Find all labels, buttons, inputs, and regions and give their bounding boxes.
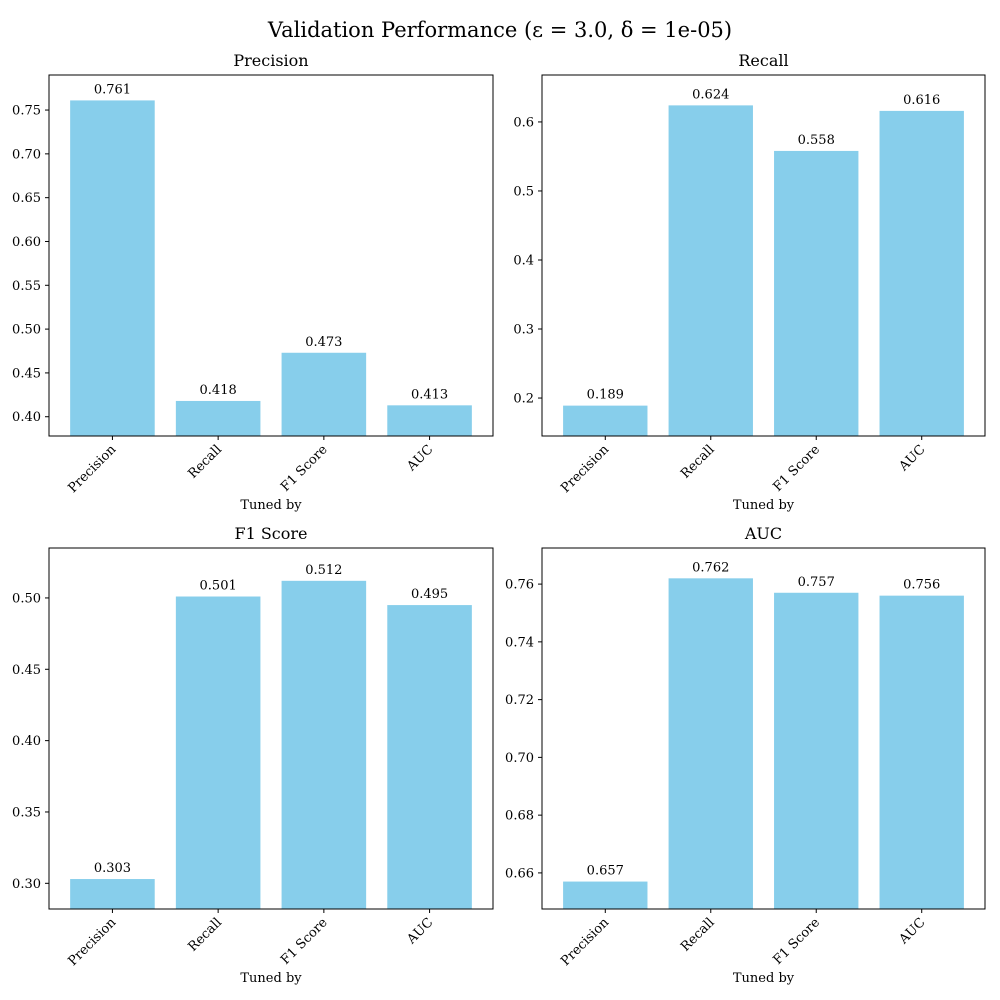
data-label: 0.512 [305, 563, 342, 578]
subplot-title: Recall [738, 51, 788, 70]
x-tick-label-f1-score: F1 Score [770, 915, 823, 968]
y-tick-label: 0.40 [12, 734, 41, 749]
x-tick-label-recall: Recall [678, 915, 717, 954]
x-tick-label-auc: AUC [896, 442, 929, 475]
y-tick-label: 0.6 [513, 115, 534, 130]
bar-auc [387, 605, 472, 909]
y-tick-label: 0.70 [12, 147, 41, 162]
y-tick-label: 0.72 [505, 693, 534, 708]
y-tick-label: 0.68 [505, 809, 534, 824]
data-label: 0.558 [798, 133, 835, 148]
data-label: 0.624 [692, 87, 729, 102]
y-tick-label: 0.50 [12, 323, 41, 338]
data-label: 0.303 [94, 861, 131, 876]
data-label: 0.495 [411, 587, 448, 602]
bar-f1-score [281, 580, 367, 909]
data-label: 0.657 [587, 864, 624, 879]
x-tick-label-recall: Recall [185, 915, 224, 954]
x-axis-label: Tuned by [733, 498, 795, 513]
bar-f1-score [281, 352, 367, 436]
axes-frame [541, 74, 986, 437]
y-tick-label: 0.70 [505, 751, 534, 766]
data-label: 0.413 [411, 387, 448, 402]
y-tick-label: 0.40 [12, 410, 41, 425]
y-tick-label: 0.65 [12, 191, 41, 206]
bar-recall [175, 400, 261, 436]
y-tick-label: 0.5 [513, 184, 534, 199]
x-tick-label-f1-score: F1 Score [770, 442, 823, 495]
x-tick-label-precision: Precision [65, 442, 119, 496]
y-tick-label: 0.75 [12, 104, 41, 119]
data-label: 0.189 [587, 388, 624, 403]
x-tick-label-auc: AUC [404, 442, 437, 475]
data-label: 0.756 [903, 578, 940, 593]
bar-precision [70, 879, 155, 909]
x-tick-label-f1-score: F1 Score [278, 915, 331, 968]
y-tick-label: 0.2 [513, 392, 534, 407]
x-axis-label: Tuned by [240, 971, 302, 986]
subplot-title: Precision [233, 51, 308, 70]
y-tick-label: 0.45 [12, 663, 41, 678]
bar-precision [563, 405, 648, 436]
bar-auc [387, 405, 472, 436]
y-tick-label: 0.76 [505, 578, 534, 593]
y-tick-label: 0.4 [513, 253, 534, 268]
x-tick-label-precision: Precision [558, 442, 612, 496]
x-tick-label-recall: Recall [678, 442, 717, 481]
bar-f1-score [774, 150, 859, 436]
y-tick-label: 0.55 [12, 279, 41, 294]
axes-frame [48, 74, 494, 437]
x-tick-label-f1-score: F1 Score [278, 442, 331, 495]
data-label: 0.501 [200, 579, 237, 594]
f1-score-subplot: F1 Score 0.303 0.501 0.512 0.495 0.30 0.35 0.40… [12, 524, 494, 986]
y-tick-label: 0.35 [12, 805, 41, 820]
auc-subplot: AUC 0.657 0.762 0.757 0.756 0.66 0.68 0.70 0.72 0… [505, 524, 986, 986]
data-label: 0.616 [903, 93, 940, 108]
data-label: 0.757 [798, 575, 835, 590]
x-tick-label-precision: Precision [558, 915, 612, 969]
x-tick-label-auc: AUC [896, 915, 929, 948]
x-tick-label-auc: AUC [404, 915, 437, 948]
bar-recall [175, 596, 261, 909]
y-tick-label: 0.3 [513, 323, 534, 338]
y-tick-label: 0.50 [12, 591, 41, 606]
y-tick-label: 0.74 [505, 635, 534, 650]
y-tick-label: 0.66 [505, 866, 534, 881]
subplot-grid: Precision 0.761 0.418 0.473 0.413 0.40 0.45 0.5… [12, 51, 986, 986]
bar-precision [563, 881, 648, 909]
bar-auc [879, 595, 964, 909]
x-tick-label-precision: Precision [65, 915, 119, 969]
figure-suptitle: Validation Performance (ε = 3.0, δ = 1e-… [267, 18, 732, 42]
precision-subplot: Precision 0.761 0.418 0.473 0.413 0.40 0.45 0.5… [12, 51, 494, 513]
data-label: 0.762 [692, 560, 729, 575]
y-tick-label: 0.45 [12, 366, 41, 381]
recall-subplot: Recall 0.189 0.624 0.558 0.616 0.2 0.3 0.4 0.5 0.… [513, 51, 986, 513]
data-label: 0.761 [94, 82, 131, 97]
bar-precision [70, 100, 155, 437]
subplot-title: F1 Score [234, 524, 307, 543]
x-tick-label-recall: Recall [185, 442, 224, 481]
subplot-title: AUC [744, 524, 782, 543]
axes-frame [541, 547, 986, 910]
data-label: 0.418 [200, 383, 237, 398]
bar-recall [668, 578, 753, 909]
bar-recall [668, 105, 753, 436]
bar-auc [879, 110, 964, 436]
x-axis-label: Tuned by [733, 971, 795, 986]
data-label: 0.473 [305, 335, 342, 350]
axes-frame [48, 547, 494, 910]
y-tick-label: 0.30 [12, 877, 41, 892]
x-axis-label: Tuned by [240, 498, 302, 513]
y-tick-label: 0.60 [12, 235, 41, 250]
bar-f1-score [774, 592, 859, 909]
